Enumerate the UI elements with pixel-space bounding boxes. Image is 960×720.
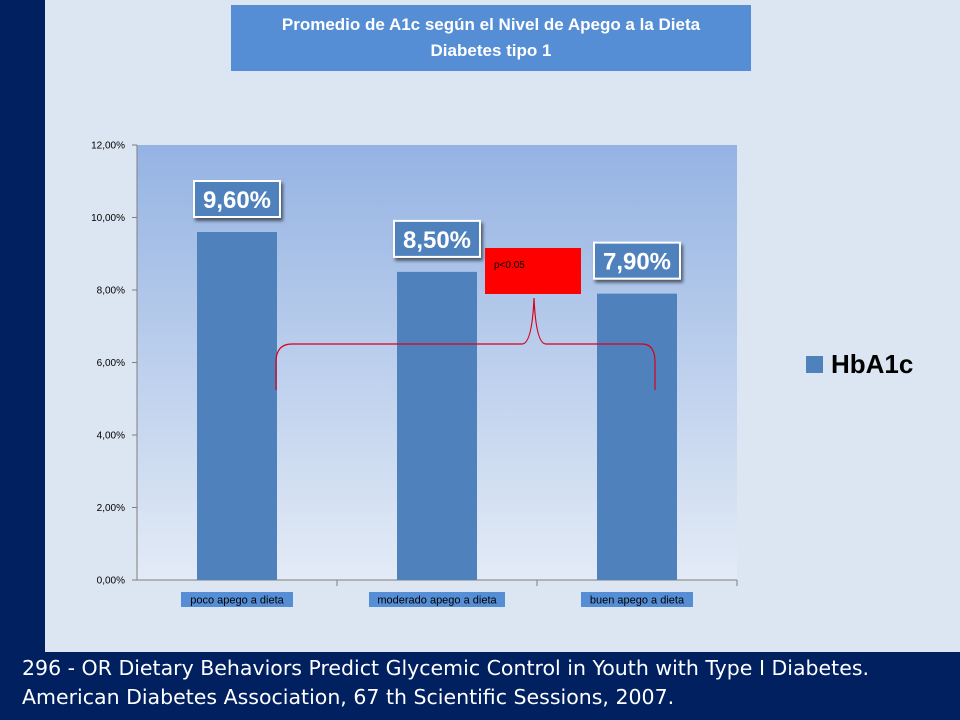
citation-line-1: 296 - OR Dietary Behaviors Predict Glyce… [22,656,870,680]
chart-title-line-2: Diabetes tipo 1 [430,41,552,60]
bar [597,293,677,580]
citation-line-2: American Diabetes Association, 67 th Sci… [22,685,675,709]
chart-title: Promedio de A1c según el Nivel de Apego … [231,5,751,71]
y-tick-label: 8,00% [97,286,125,297]
y-tick-label: 2,00% [97,503,125,514]
x-tick-label-text: poco apego a dieta [190,595,284,607]
x-tick-label: buen apego a dieta [581,592,693,607]
significance-label: p<0.05 [494,260,525,271]
y-tick-label: 0,00% [97,576,125,587]
y-tick-label: 6,00% [97,358,125,369]
x-tick-label-text: buen apego a dieta [590,595,685,607]
y-tick-label: 12,00% [91,141,125,152]
legend: HbA1c [806,349,913,380]
x-tick-label: poco apego a dieta [181,592,293,607]
data-label-box [593,241,681,280]
y-tick-label: 4,00% [97,431,125,442]
data-label-text: 7,90% [603,249,671,276]
significance-box [485,248,581,294]
x-tick-label-bg [369,592,505,607]
x-tick-label-text: moderado apego a dieta [377,595,497,607]
bar [397,271,477,580]
data-label-box [393,219,481,258]
significance-bracket [275,297,656,390]
legend-swatch [806,356,823,373]
x-tick-label-bg [181,592,293,607]
x-tick-label: moderado apego a dieta [369,592,505,607]
data-label: 8,50% [393,219,481,258]
data-label: 7,90% [593,241,681,280]
data-label-text: 9,60% [203,187,271,214]
legend-label-hba1c: HbA1c [831,349,914,379]
data-label-box [193,180,281,218]
chart-title-line-1: Promedio de A1c según el Nivel de Apego … [281,15,701,34]
data-label: 9,60% [193,180,281,218]
citation-footer: 296 - OR Dietary Behaviors Predict Glyce… [22,654,952,712]
y-tick-label: 10,00% [91,213,125,224]
data-label-text: 8,50% [403,227,471,254]
x-tick-label-bg [581,592,693,607]
bar [197,232,277,580]
